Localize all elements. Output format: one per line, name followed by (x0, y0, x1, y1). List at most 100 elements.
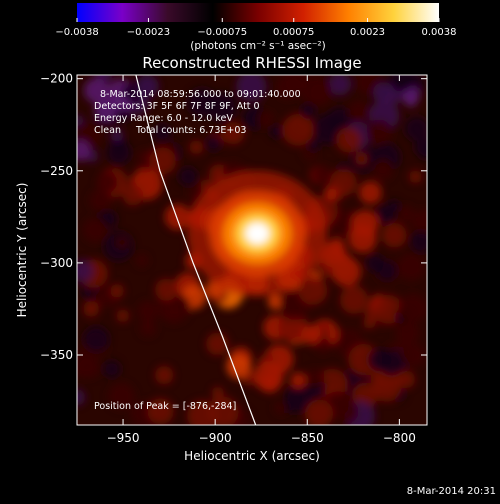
colorbar (77, 3, 439, 22)
heatmap-cell (110, 284, 124, 298)
x-tick-label: −800 (383, 431, 416, 445)
heatmap-cell (404, 116, 427, 141)
heatmap-cell (187, 87, 217, 118)
heatmap-cell (267, 293, 284, 310)
heatmap-cell (83, 300, 100, 317)
annotation-detectors: Detectors: 3F 5F 6F 7F 8F 9F, Att 0 (94, 101, 260, 112)
colorbar-units-label: (photons cm⁻² s⁻¹ asec⁻²) (190, 40, 325, 52)
heatmap-cell (243, 110, 257, 125)
heatmap-cell (328, 75, 352, 96)
heatmap-cell (136, 75, 159, 98)
heatmap-cell (106, 140, 132, 166)
heatmap-cell (306, 368, 325, 386)
heatmap-cell (93, 290, 108, 305)
heatmap-cell (93, 98, 118, 122)
heatmap-image (77, 75, 427, 425)
x-axis-label: Heliocentric X (arcsec) (184, 449, 320, 463)
heatmap-cell (275, 75, 300, 100)
colorbar-tick-label: 0.00075 (273, 27, 314, 38)
heatmap-cell (331, 257, 362, 287)
plot-frame (76, 74, 428, 426)
peak-glow (245, 222, 270, 245)
heatmap-cell (358, 181, 382, 205)
heatmap-cell (301, 324, 321, 345)
heatmap-cell (83, 326, 110, 352)
colorbar-tick-label: 0.0023 (350, 27, 385, 38)
heatmap-cell (96, 171, 118, 193)
axis-ticks: −950 −900 −850 −800 −200 −250 −300 −350 (40, 72, 427, 445)
heatmap-cell (363, 316, 376, 329)
heatmap-cell (339, 285, 369, 314)
solar-limb-curve (135, 75, 257, 425)
heatmap-cell (207, 396, 239, 425)
heatmap-cell (115, 236, 129, 249)
colorbar-tick-label: −0.00075 (197, 27, 247, 38)
y-tick-label: −250 (40, 164, 73, 178)
heatmap-cell (368, 348, 392, 372)
y-tick-label: −300 (40, 256, 73, 270)
colorbar-ticks: −0.0038 −0.0023 −0.00075 0.00075 0.0023 0.003… (55, 18, 457, 38)
heatmap-cell (189, 140, 204, 155)
y-tick-label: −200 (40, 72, 73, 86)
heatmap-cell (372, 82, 395, 104)
heatmap-cell (366, 119, 392, 145)
heatmap-cell (404, 94, 418, 107)
heatmap-cell (83, 217, 108, 243)
heatmap-cell (313, 165, 332, 184)
x-tick-label: −950 (107, 431, 140, 445)
heatmap-cell (397, 252, 426, 281)
heatmap-cell (347, 100, 370, 123)
heatmap-cell (253, 361, 284, 392)
x-tick-label: −850 (291, 431, 324, 445)
image-area (77, 75, 427, 425)
heatmap-cell (299, 75, 332, 107)
heatmap-cell (282, 113, 314, 146)
heatmap-cell (155, 365, 174, 385)
heatmap-cell (108, 383, 135, 410)
heatmap-cell (135, 254, 149, 267)
heatmap-cell (236, 75, 267, 102)
heatmap-cell (77, 389, 86, 406)
heatmap-cell (336, 127, 362, 153)
heatmap-cell (257, 110, 274, 128)
heatmap-cell (307, 138, 321, 152)
heatmap-cell (149, 147, 177, 175)
heatmap-cell (372, 159, 394, 180)
heatmap-cell (298, 276, 328, 305)
heatmap-cell (116, 309, 130, 323)
heatmap-cell (381, 222, 407, 248)
heatmap-cell (355, 152, 368, 166)
heatmap-cell (102, 360, 121, 379)
heatmap-cell (110, 128, 124, 142)
heatmap-cell (153, 123, 172, 143)
heatmap-cell (348, 224, 377, 253)
heatmap-cell (226, 353, 252, 379)
heatmap-cell (300, 102, 317, 119)
heatmap-cell (205, 135, 222, 152)
heatmap-cell (77, 140, 91, 161)
colorbar-tick-label: −0.0038 (55, 27, 98, 38)
x-tick-label: −900 (199, 431, 232, 445)
heatmap-cell (222, 121, 245, 145)
annotation-method: Clean Total counts: 6.73E+03 (94, 125, 246, 136)
heatmap-cell (83, 78, 109, 103)
colorbar-tick-label: −0.0023 (127, 27, 170, 38)
y-axis-label: Heliocentric Y (arcsec) (15, 183, 29, 318)
heatmap-cell (211, 386, 224, 399)
heatmap-cell (398, 293, 427, 323)
heatmap-cell (79, 357, 101, 378)
heatmap-cell (395, 320, 420, 345)
heatmap-cell (414, 136, 427, 158)
heatmap-cell (304, 399, 334, 425)
heatmap-cell (314, 336, 332, 354)
heatmap-cell (118, 109, 131, 123)
chart-title: Reconstructed RHESSI Image (142, 54, 361, 72)
annotation-peak-position: Position of Peak = [-876,-284] (94, 401, 236, 412)
heatmap-cell (269, 124, 285, 139)
heatmap-cell (411, 209, 427, 237)
heatmap-cell (397, 370, 416, 389)
heatmap-cell (409, 170, 422, 184)
heatmap-cell (122, 185, 144, 206)
heatmap-cell (164, 204, 191, 230)
